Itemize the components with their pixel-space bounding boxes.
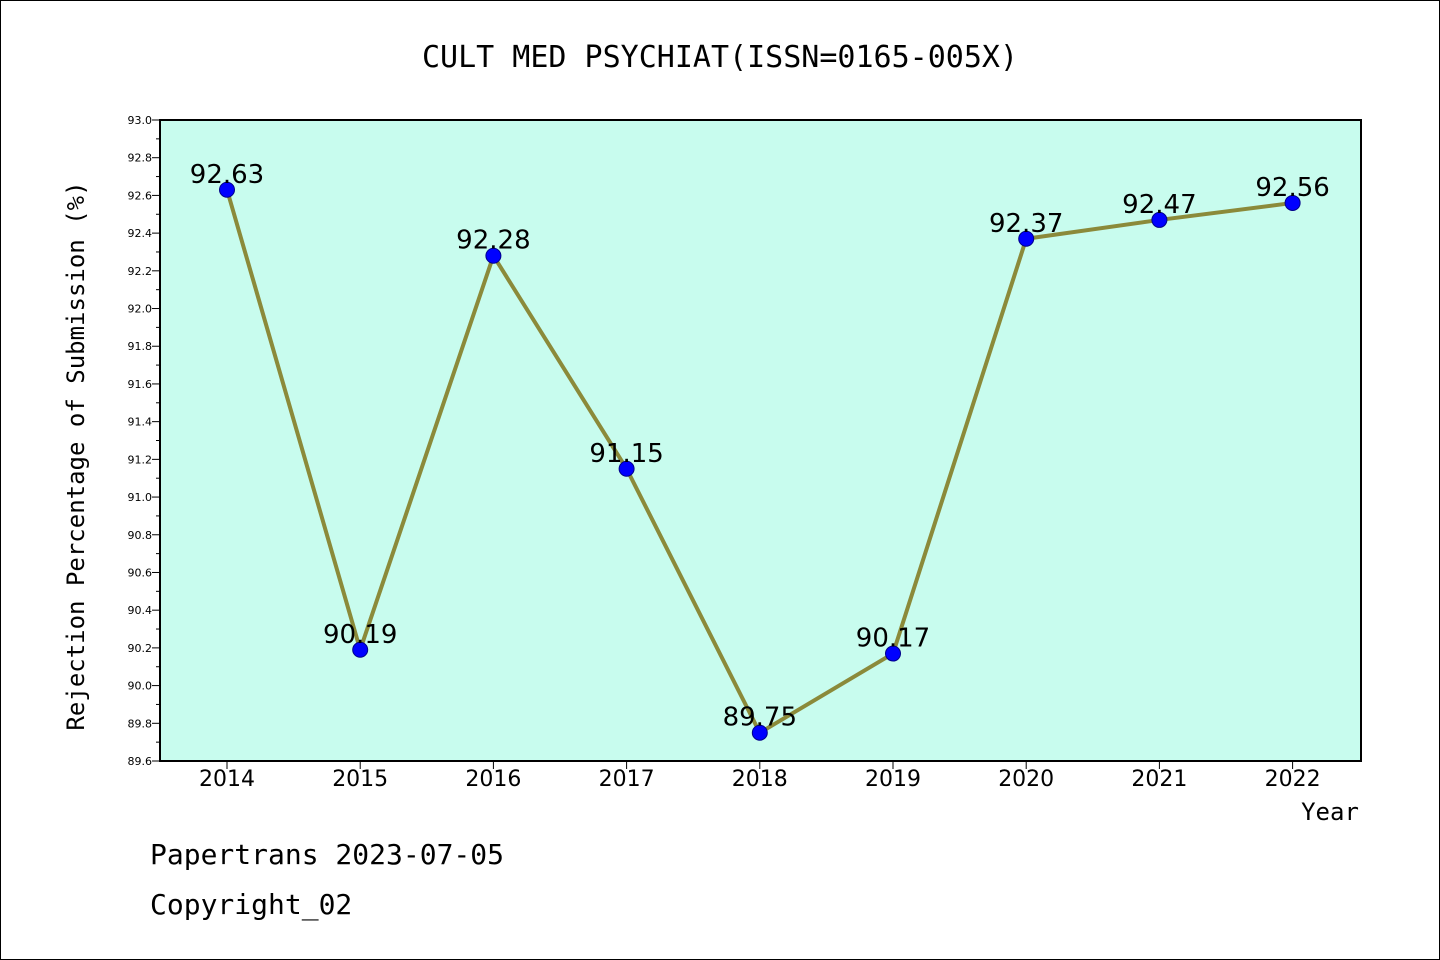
x-tick-label: 2017 — [599, 767, 655, 792]
y-tick-label: 90.4 — [128, 604, 153, 617]
x-tick-label: 2021 — [1131, 767, 1187, 792]
chart-title: CULT MED PSYCHIAT(ISSN=0165-005X) — [422, 40, 1018, 75]
y-tick-label: 92.8 — [128, 152, 153, 165]
data-label: 92.28 — [456, 226, 530, 256]
series-group: 92.63 90.19 92.28 91.15 89.75 90.17 92.37 92.47… — [190, 160, 1330, 741]
y-tick-label: 92.6 — [128, 189, 153, 202]
data-point — [1018, 230, 1035, 247]
data-label: 92.63 — [190, 160, 264, 190]
footer-copyright: Copyright_02 — [150, 888, 352, 922]
data-label: 92.56 — [1255, 173, 1329, 203]
y-tick-label: 90.8 — [128, 529, 153, 542]
footer-source: Papertrans 2023-07-05 — [150, 838, 504, 871]
x-tick-label: 2016 — [465, 767, 521, 792]
y-tick-label: 91.0 — [128, 491, 153, 504]
y-tick-label: 91.6 — [128, 378, 153, 391]
y-tick-label: 91.4 — [128, 416, 153, 429]
data-label: 91.15 — [589, 439, 663, 469]
y-tick-label: 92.4 — [128, 227, 153, 240]
y-tick-label: 89.6 — [128, 755, 153, 768]
data-label: 90.19 — [323, 620, 397, 650]
data-point — [219, 181, 235, 198]
x-tick-label: 2015 — [332, 767, 388, 792]
x-axis-title: Year — [1301, 798, 1359, 826]
data-label: 92.47 — [1122, 190, 1196, 220]
y-tick-label: 91.8 — [128, 340, 153, 353]
y-tick-label: 91.2 — [128, 453, 153, 466]
y-tick-label: 93.0 — [128, 114, 153, 127]
y-tick-label: 89.8 — [128, 717, 153, 730]
x-tick-label: 2018 — [732, 767, 788, 792]
data-label: 89.75 — [723, 703, 797, 733]
data-point — [885, 645, 901, 662]
data-point — [618, 460, 635, 477]
x-tick-label: 2019 — [865, 767, 921, 792]
y-tick-label: 90.2 — [128, 642, 153, 655]
y-tick-label: 90.0 — [128, 680, 153, 693]
data-point — [485, 247, 502, 264]
data-label: 92.37 — [989, 209, 1063, 239]
y-tick-label: 92.2 — [128, 265, 153, 278]
data-point — [1284, 194, 1301, 211]
x-axis: 2014 2015 2016 2017 2018 2019 2020 2021 2022 — [199, 761, 1321, 792]
y-tick-label: 90.6 — [128, 566, 153, 579]
x-tick-label: 2014 — [199, 767, 255, 792]
data-point — [352, 641, 369, 658]
y-tick-label: 92.0 — [128, 303, 153, 316]
x-tick-label: 2020 — [998, 767, 1054, 792]
data-point — [751, 724, 768, 741]
y-axis-title: Rejection Percentage of Submission (%) — [62, 181, 90, 730]
x-tick-label: 2022 — [1265, 767, 1321, 792]
y-axis: 89.6 89.8 90.0 90.2 90.4 90.6 90.8 91.0 91.2 91.4… — [128, 114, 160, 768]
data-label: 90.17 — [856, 624, 930, 654]
data-point — [1151, 211, 1168, 228]
